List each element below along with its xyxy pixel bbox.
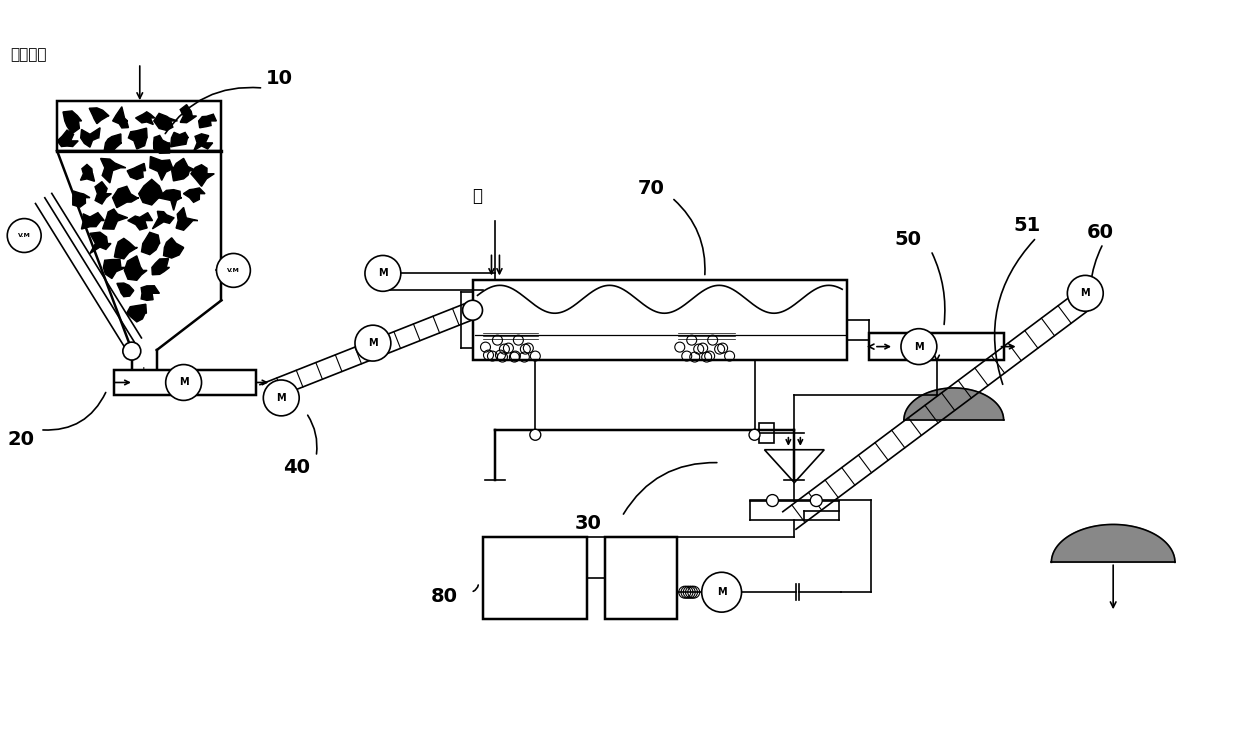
Text: V.M: V.M (17, 233, 31, 238)
Bar (114, 370, 257, 395)
Circle shape (217, 254, 250, 288)
Polygon shape (198, 114, 216, 128)
Polygon shape (154, 113, 177, 131)
Polygon shape (124, 256, 148, 280)
Text: 10: 10 (267, 69, 294, 88)
Polygon shape (114, 239, 138, 259)
Text: M: M (914, 341, 924, 352)
Polygon shape (104, 134, 122, 152)
Circle shape (702, 572, 742, 612)
Text: M: M (1080, 288, 1090, 298)
Circle shape (749, 430, 760, 440)
Text: M: M (378, 268, 388, 279)
Text: 水: 水 (472, 186, 482, 205)
Polygon shape (157, 190, 182, 211)
Circle shape (901, 328, 937, 365)
Polygon shape (57, 130, 78, 146)
Text: 70: 70 (637, 179, 665, 198)
Circle shape (355, 325, 391, 361)
Polygon shape (193, 134, 213, 150)
Polygon shape (171, 132, 188, 147)
FancyArrowPatch shape (624, 463, 717, 514)
Bar (482, 538, 587, 619)
Text: 污染土壤: 污染土壤 (10, 47, 47, 62)
Polygon shape (150, 156, 175, 180)
Circle shape (766, 495, 779, 507)
Circle shape (463, 300, 482, 320)
Text: V.M: V.M (227, 268, 239, 273)
Circle shape (810, 495, 822, 507)
Text: 80: 80 (430, 587, 458, 606)
Text: 30: 30 (575, 514, 603, 534)
Polygon shape (176, 208, 197, 230)
Polygon shape (63, 111, 82, 134)
Text: 50: 50 (894, 230, 921, 249)
Circle shape (7, 219, 41, 252)
FancyArrowPatch shape (165, 88, 260, 134)
FancyArrowPatch shape (673, 199, 706, 275)
Polygon shape (141, 233, 160, 254)
Polygon shape (126, 304, 146, 322)
Polygon shape (180, 105, 196, 123)
Polygon shape (113, 186, 139, 208)
Polygon shape (128, 163, 145, 180)
Polygon shape (73, 191, 91, 207)
Circle shape (263, 380, 299, 416)
Bar (869, 333, 1003, 360)
Text: M: M (368, 338, 378, 348)
Polygon shape (89, 232, 112, 254)
FancyArrowPatch shape (43, 393, 105, 430)
Circle shape (166, 365, 202, 400)
Polygon shape (153, 211, 174, 229)
Text: 60: 60 (1086, 223, 1114, 242)
Text: 40: 40 (283, 458, 310, 476)
Polygon shape (191, 165, 215, 186)
Polygon shape (141, 285, 160, 300)
Circle shape (123, 342, 141, 360)
Circle shape (529, 430, 541, 440)
Bar (605, 538, 677, 619)
Polygon shape (151, 259, 170, 275)
Polygon shape (164, 238, 184, 258)
Polygon shape (184, 188, 205, 202)
Bar (472, 280, 847, 360)
Polygon shape (81, 165, 94, 181)
Text: M: M (179, 378, 188, 387)
FancyArrowPatch shape (1090, 246, 1102, 285)
Polygon shape (113, 106, 129, 128)
FancyArrowPatch shape (474, 585, 479, 591)
Polygon shape (89, 108, 109, 124)
Polygon shape (135, 112, 155, 125)
Circle shape (365, 255, 401, 291)
Text: M: M (277, 393, 286, 403)
Polygon shape (1052, 525, 1176, 562)
Polygon shape (139, 180, 164, 205)
Polygon shape (154, 135, 170, 153)
Polygon shape (904, 388, 1003, 420)
Polygon shape (81, 128, 100, 147)
FancyArrowPatch shape (932, 253, 945, 325)
Circle shape (1068, 276, 1104, 311)
Polygon shape (95, 182, 112, 204)
Polygon shape (128, 213, 153, 230)
Polygon shape (129, 128, 148, 149)
Polygon shape (171, 159, 197, 181)
FancyArrowPatch shape (308, 415, 317, 454)
Polygon shape (103, 209, 128, 230)
FancyArrowPatch shape (994, 239, 1034, 384)
Text: M: M (717, 587, 727, 597)
Polygon shape (117, 283, 134, 297)
Polygon shape (82, 213, 104, 229)
Polygon shape (100, 159, 125, 183)
Bar (57, 101, 222, 151)
Text: 20: 20 (7, 430, 35, 448)
Bar (759, 423, 775, 442)
Polygon shape (103, 259, 126, 279)
Text: 51: 51 (1013, 215, 1040, 235)
